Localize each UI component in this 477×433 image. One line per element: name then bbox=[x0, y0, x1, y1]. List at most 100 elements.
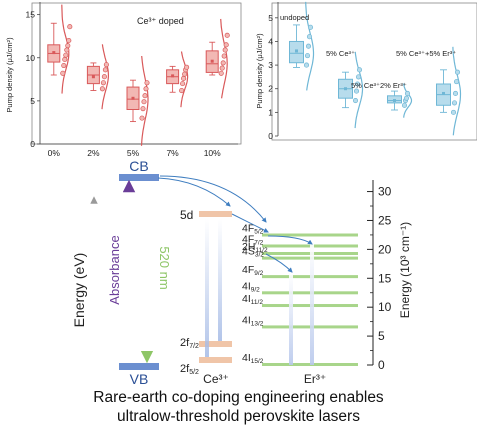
data-point bbox=[182, 71, 188, 77]
data-point bbox=[352, 97, 359, 104]
y-tick-label: 0 bbox=[268, 131, 273, 141]
er-level-term: 4I bbox=[242, 293, 251, 305]
category-label: 2% bbox=[87, 148, 100, 158]
y-tick-label: 1 bbox=[268, 107, 273, 117]
absorbance-label: Absorbance bbox=[107, 235, 122, 304]
data-point bbox=[100, 80, 106, 86]
data-point bbox=[181, 75, 187, 82]
data-point bbox=[140, 106, 146, 112]
data-point bbox=[180, 81, 186, 87]
er-level-term: 2H bbox=[242, 241, 255, 253]
density-curve bbox=[452, 46, 462, 136]
data-point bbox=[404, 90, 411, 97]
y-tick-label: 4 bbox=[268, 36, 273, 46]
er-level-label: 4S3/2 bbox=[242, 246, 264, 259]
data-point bbox=[356, 67, 363, 73]
er-level-term: 4F bbox=[242, 223, 254, 235]
er-level-subscript: 7/2 bbox=[254, 239, 263, 246]
er-level-term: 4F bbox=[242, 233, 254, 245]
box-mean bbox=[131, 96, 135, 100]
y-tick-label: 10 bbox=[26, 53, 36, 63]
er-level-term: 4I bbox=[242, 352, 251, 364]
caption-line-1: Rare-earth co-doping engineering enables bbox=[93, 389, 384, 406]
ce-decay-arrow-1 bbox=[205, 219, 209, 357]
vb-band bbox=[119, 363, 159, 370]
data-point bbox=[453, 79, 460, 85]
data-point bbox=[99, 86, 105, 92]
er-level-term: 4I bbox=[242, 280, 251, 292]
energy-axis-tick-label: 10 bbox=[378, 300, 392, 314]
caption-line-2: ultralow-threshold perovskite lasers bbox=[117, 408, 360, 425]
ce-decay-arrow-2 bbox=[218, 219, 222, 341]
energy-axis-tick-label: 0 bbox=[378, 358, 385, 372]
data-point bbox=[303, 62, 310, 68]
ce-2f72-label: 2f7/2 bbox=[180, 337, 199, 350]
data-point bbox=[220, 60, 226, 66]
data-point bbox=[450, 109, 457, 115]
ce-2f72-level bbox=[199, 341, 232, 347]
data-point bbox=[222, 47, 228, 53]
density-curve bbox=[180, 51, 189, 108]
er-levels: 4F5/24F7/22H11/24S3/24F9/24I9/24I11/24I1… bbox=[242, 223, 358, 366]
cb-to-5d-arrow bbox=[157, 177, 231, 207]
data-point bbox=[304, 53, 311, 59]
data-point bbox=[63, 52, 69, 58]
data-point bbox=[101, 74, 107, 80]
data-point bbox=[355, 74, 362, 80]
chart-title: Ce³⁺ doped bbox=[137, 16, 184, 26]
data-point bbox=[61, 62, 67, 69]
box-mean bbox=[171, 74, 175, 78]
y-axis-label: Pump density (μJ/cm²) bbox=[5, 37, 14, 113]
data-point bbox=[142, 93, 148, 99]
data-point bbox=[64, 47, 70, 53]
er-level-label: 2H11/2 bbox=[242, 241, 268, 254]
category-label: 7% bbox=[166, 148, 179, 158]
data-point bbox=[401, 102, 408, 108]
er-level-line bbox=[262, 233, 358, 237]
er-level-subscript: 3/2 bbox=[255, 252, 264, 259]
data-point bbox=[452, 90, 459, 97]
er-relax-arrow-1 bbox=[267, 235, 313, 245]
data-point bbox=[307, 24, 314, 30]
y-tick-label: 15 bbox=[26, 10, 36, 20]
data-point bbox=[353, 88, 360, 94]
er-level-label: 4I13/2 bbox=[242, 314, 264, 327]
er-level-subscript: 5/2 bbox=[254, 229, 263, 236]
data-point bbox=[184, 64, 190, 70]
er-relax-arrow-2 bbox=[265, 253, 293, 273]
data-point bbox=[102, 67, 108, 73]
density-curve bbox=[220, 18, 228, 99]
er-level-subscript: 13/2 bbox=[251, 320, 264, 327]
er-level-term: 4I bbox=[242, 314, 251, 326]
ce-5d-level bbox=[199, 211, 232, 217]
data-point bbox=[60, 70, 66, 76]
er-level-subscript: 11/2 bbox=[251, 299, 264, 306]
er-level-label: 4I11/2 bbox=[242, 293, 263, 306]
category-label: 5% bbox=[127, 148, 140, 158]
box-mean bbox=[91, 75, 95, 79]
er-level-term: 4F bbox=[242, 264, 254, 276]
ce-doped-box-chart: 0 5 10 15 Pump density (μJ/cm²) Ce³⁺ doped 0% 2… bbox=[5, 2, 242, 158]
category-label: 5% Ce³⁺ bbox=[326, 49, 355, 58]
energy-axis-label: Energy (10³ cm⁻¹) bbox=[398, 222, 412, 318]
er-level-subscript: 15/2 bbox=[251, 358, 264, 365]
er-level-label: 4I15/2 bbox=[242, 352, 264, 365]
energy-axis-tick-label: 5 bbox=[378, 329, 385, 343]
box-mean bbox=[442, 91, 445, 95]
box-mean bbox=[393, 99, 396, 103]
er-ion-label: Er³⁺ bbox=[304, 372, 326, 386]
density-curve bbox=[140, 55, 149, 146]
data-point bbox=[65, 43, 71, 49]
chart-frame bbox=[271, 2, 477, 141]
box-mean bbox=[210, 59, 214, 63]
codoped-box-chart: 0 1 2 3 4 5 Pump density (μJ/cm²) undoped 5% Ce³… bbox=[255, 1, 477, 141]
box-mean bbox=[295, 49, 298, 53]
ce-5d-label: 5d bbox=[180, 208, 193, 222]
energy-axis-tick-label: 15 bbox=[378, 271, 392, 285]
density-curve bbox=[354, 51, 364, 129]
data-point bbox=[218, 70, 224, 76]
cb-band bbox=[119, 174, 159, 181]
ce-ion-label: Ce³⁺ bbox=[203, 372, 229, 386]
y-tick-label: 3 bbox=[268, 60, 273, 70]
